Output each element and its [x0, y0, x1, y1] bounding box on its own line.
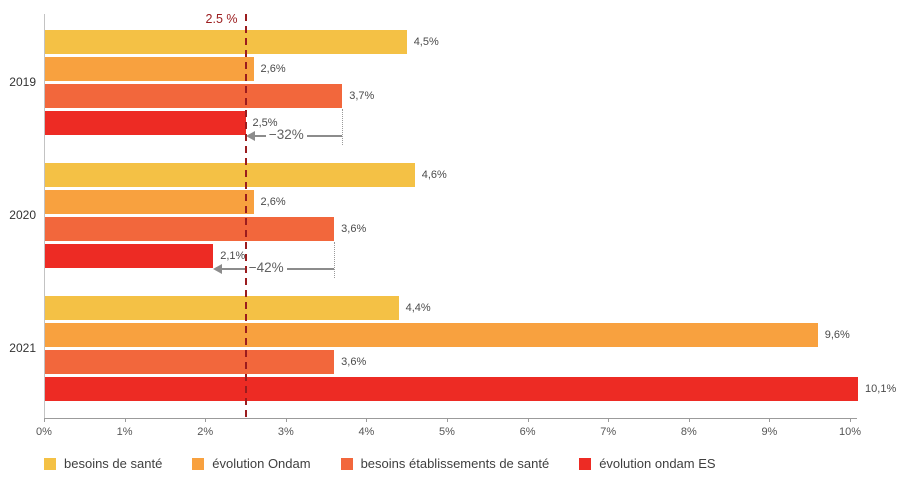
- bar-value-label: 3,7%: [349, 90, 375, 102]
- x-axis-tick: [285, 418, 287, 422]
- bar: [45, 84, 343, 108]
- x-axis-tick-label: 0%: [36, 426, 52, 438]
- bar-value-label: 2,6%: [260, 196, 286, 208]
- bar: [45, 190, 254, 214]
- x-axis-tick-label: 2%: [197, 426, 214, 438]
- bar: [45, 377, 859, 401]
- x-axis-tick: [688, 418, 690, 422]
- x-axis-tick: [447, 418, 448, 422]
- bar: [45, 111, 246, 135]
- x-axis-tick-label: 6%: [519, 426, 536, 438]
- legend-swatch-icon: [579, 457, 592, 470]
- bar-value-label: 9,6%: [824, 329, 850, 341]
- annotation-dotted-line: [342, 109, 344, 145]
- legend-swatch-icon: [340, 457, 353, 470]
- x-axis-tick: [527, 418, 529, 422]
- annotation-delta-label: −32%: [265, 127, 307, 142]
- bar-value-label: 4,4%: [405, 302, 431, 314]
- bar-value-label: 2,5%: [252, 117, 278, 129]
- bar-value-label: 4,6%: [421, 169, 447, 181]
- category-label: 2021: [9, 340, 36, 355]
- bar: [45, 217, 335, 241]
- bar-value-label: 3,6%: [341, 223, 367, 235]
- x-axis-tick: [205, 418, 207, 422]
- x-axis-tick: [44, 418, 45, 422]
- x-axis-tick: [366, 418, 368, 422]
- bar: [45, 296, 399, 320]
- category-label: 2020: [9, 207, 36, 222]
- bar-value-label: 3,6%: [341, 356, 367, 368]
- x-axis-tick-label: 4%: [358, 426, 375, 438]
- bar: [45, 163, 415, 187]
- bar-value-label: 2,6%: [260, 63, 286, 75]
- x-axis-tick: [608, 418, 610, 422]
- legend-label: évolution ondam ES: [599, 456, 716, 471]
- legend: besoins de santé évolution Ondam besoins é…: [44, 456, 716, 471]
- x-axis-tick-label: 1%: [116, 426, 133, 438]
- reference-line-label: 2.5 %: [205, 12, 238, 26]
- y-axis-line: [44, 14, 45, 418]
- x-axis-tick: [124, 418, 126, 422]
- legend-swatch-icon: [44, 457, 56, 470]
- x-axis-tick-label: 8%: [680, 426, 697, 438]
- bar-value-label: 2,1%: [220, 250, 246, 262]
- x-axis-tick-label: 3%: [277, 426, 294, 438]
- legend-label: besoins de santé: [64, 456, 163, 471]
- annotation-delta-label: −42%: [245, 260, 287, 275]
- x-axis-line: [44, 418, 857, 419]
- legend-label: évolution Ondam: [212, 456, 311, 471]
- x-axis-tick-label: 9%: [761, 426, 778, 438]
- annotation-arrowhead-icon: [213, 264, 223, 274]
- x-axis-tick: [769, 418, 771, 422]
- bar: [45, 244, 214, 268]
- legend-item: évolution Ondam: [192, 456, 311, 471]
- bar: [45, 30, 407, 54]
- legend-item: évolution ondam ES: [579, 456, 716, 471]
- annotation-dotted-line: [334, 242, 336, 278]
- bar-value-label: 4,5%: [413, 36, 439, 48]
- annotation-arrowhead-icon: [245, 131, 255, 141]
- legend-item: besoins de santé: [44, 456, 162, 471]
- x-axis-tick-label: 10%: [838, 426, 862, 438]
- x-axis-tick-label: 7%: [600, 426, 617, 438]
- bar-value-label: 10,1%: [865, 383, 897, 395]
- reference-line: [244, 14, 247, 418]
- legend-swatch-icon: [192, 457, 205, 470]
- bar: [45, 323, 818, 347]
- bar: [45, 57, 254, 81]
- category-label: 2019: [9, 74, 36, 89]
- legend-label: besoins établissements de santé: [360, 456, 550, 471]
- x-axis-tick: [850, 418, 851, 422]
- legend-item: besoins établissements de santé: [340, 456, 550, 471]
- bar: [45, 350, 335, 374]
- x-axis-tick-label: 5%: [439, 426, 455, 438]
